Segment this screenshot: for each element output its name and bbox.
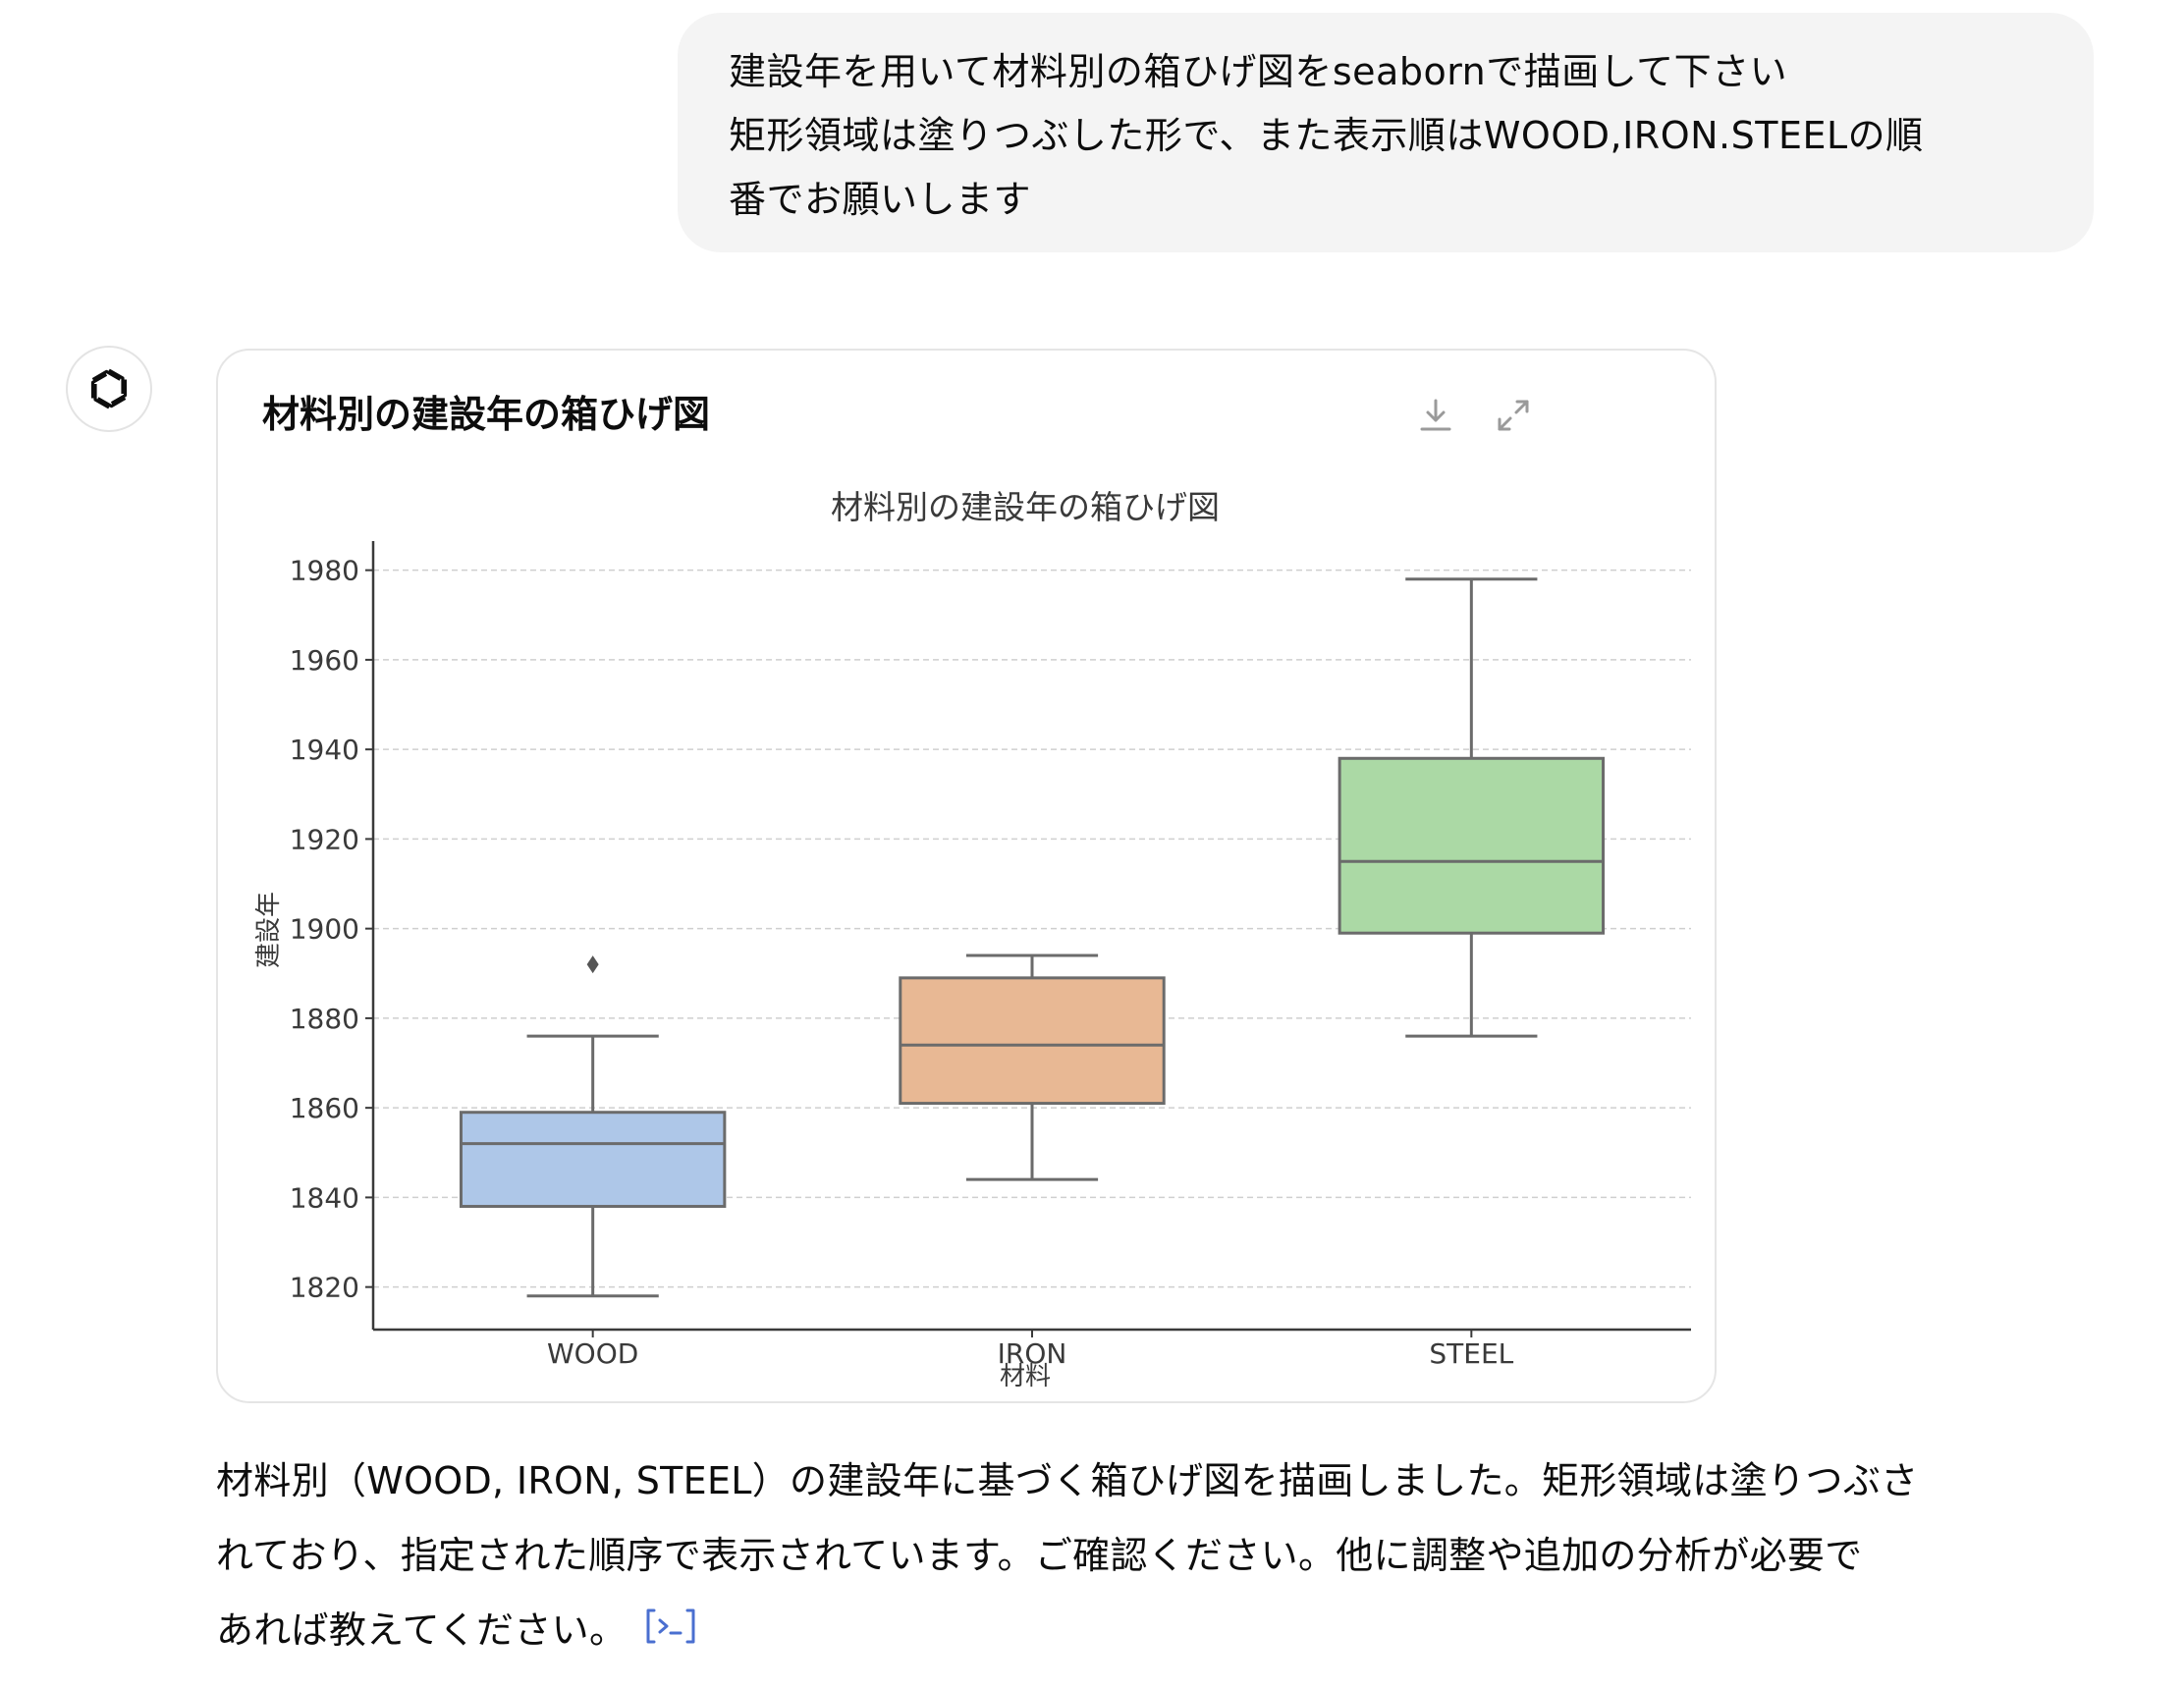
code-interpreter-icon (646, 1608, 695, 1643)
y-tick-label: 1820 (290, 1272, 359, 1304)
user-message-line: 番でお願いします (729, 178, 1032, 221)
chart-card-title: 材料別の建設年の箱ひげ図 (262, 393, 711, 436)
y-tick-label: 1880 (290, 1003, 359, 1035)
outlier-point (586, 955, 599, 974)
reply-line-last: あれば教えてください。 (216, 1593, 2102, 1667)
y-tick-label: 1980 (290, 555, 359, 587)
openai-logo-icon (90, 368, 128, 409)
y-tick-label: 1860 (290, 1092, 359, 1124)
y-tick-label: 1940 (290, 734, 359, 766)
y-tick-label: 1900 (290, 913, 359, 946)
download-icon (1420, 399, 1451, 431)
chart-card: 材料別の建設年の箱ひげ図 材料別の建設年の箱ひげ図 1820 1840 1860 18… (216, 349, 1717, 1403)
y-axis-label: 建設年 (254, 892, 284, 968)
user-message-bubble: 建設年を用いて材料別の箱ひげ図をseabornで描画して下さい 矩形領域は塗りつ… (678, 13, 2094, 252)
user-message-line: 矩形領域は塗りつぶした形で、また表示順はWOOD,IRON.STEELの順 (729, 114, 1924, 157)
citation-button[interactable] (644, 1596, 697, 1670)
assistant-reply: 材料別（WOOD, IRON, STEEL）の建設年に基づく箱ひげ図を描画しまし… (216, 1444, 2102, 1667)
x-axis-label: 材料 (1000, 1362, 1051, 1391)
box-wood (459, 1111, 727, 1209)
x-tick-label: STEEL (1429, 1337, 1513, 1370)
reply-line: 材料別（WOOD, IRON, STEEL）の建設年に基づく箱ひげ図を描画しまし… (216, 1459, 1919, 1502)
y-tick-label: 1960 (290, 644, 359, 677)
expand-button[interactable] (1486, 388, 1541, 443)
box-iron (899, 976, 1166, 1106)
x-tick-label: WOOD (547, 1337, 638, 1370)
boxplot-chart: 材料別の建設年の箱ひげ図 1820 1840 1860 1880 1900 1920 194… (254, 488, 1691, 1391)
reply-line: れており、指定された順序で表示されています。ご確認ください。他に調整や追加の分析… (216, 1534, 1863, 1577)
reply-line-text: あれば教えてください。 (216, 1608, 628, 1652)
y-tick-label: 1920 (290, 823, 359, 855)
x-tick-label: IRON (998, 1337, 1067, 1370)
y-tick-label: 1840 (290, 1181, 359, 1214)
expand-icon (1498, 400, 1529, 431)
download-button[interactable] (1408, 388, 1463, 443)
box-steel (1338, 756, 1606, 935)
chart-title: 材料別の建設年の箱ひげ図 (831, 488, 1220, 526)
user-message-line: 建設年を用いて材料別の箱ひげ図をseabornで描画して下さい (729, 50, 1788, 93)
assistant-avatar (66, 346, 152, 432)
